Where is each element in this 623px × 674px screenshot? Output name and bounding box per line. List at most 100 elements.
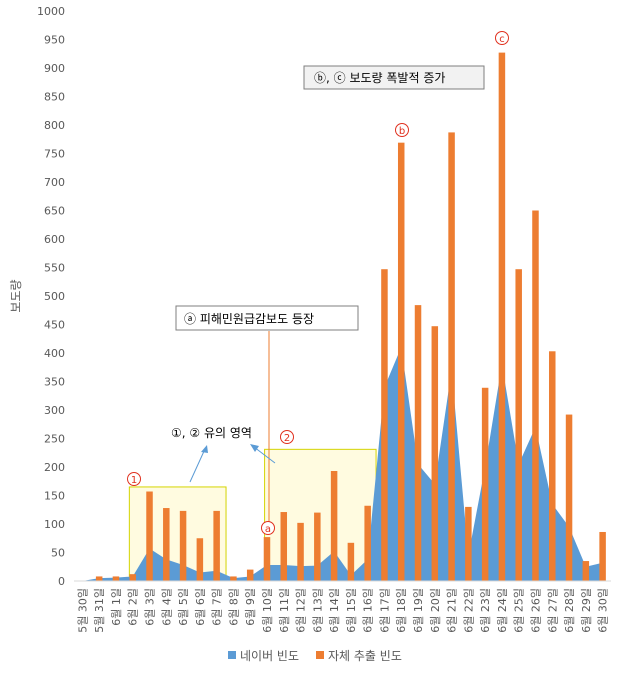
annotations: ⓑ, ⓒ 보도량 폭발적 증가 ⓐ 피해민원급감보도 등장 ①, ② 유의 영역… [127,31,509,535]
extracted-bar [280,512,288,581]
x-tick-label: 6월 4일 [159,588,173,626]
extracted-bar [414,305,422,581]
marker-a [261,521,275,535]
extracted-bar [230,576,237,581]
y-tick-label: 950 [44,34,65,47]
y-tick-label: 450 [44,319,65,332]
x-tick-label: 6월 1일 [109,588,123,626]
y-tick-label: 0 [58,575,65,588]
extracted-bar [196,538,204,581]
annotation-box-bc [303,65,485,90]
extracted-bar [565,414,573,581]
extracted-bar [515,269,522,581]
x-tick-label: 6월 14일 [327,588,341,633]
region-note-text: ①, ② 유의 영역 [171,426,252,440]
y-tick-label: 800 [44,119,65,132]
x-tick-label: 6월 22일 [461,588,475,633]
extracted-bar [431,326,439,581]
extracted-bar [297,522,304,581]
x-tick-label: 6월 7일 [210,588,224,626]
y-tick-label: 400 [44,347,65,360]
y-tick-label: 850 [44,91,65,104]
extracted-bar [582,561,590,581]
extracted-bar [465,506,472,581]
x-tick-label: 6월 21일 [445,588,459,633]
x-tick-label: 6월 11일 [277,588,291,633]
y-tick-label: 250 [44,433,65,446]
x-tick-label: 5월 30일 [75,588,89,633]
y-tick-label: 200 [44,461,65,474]
x-tick-label: 6월 28일 [562,588,576,633]
extracted-bar [498,52,506,582]
extracted-bar [129,574,136,581]
y-tick-label: 100 [44,518,65,531]
extracted-bar [549,351,556,581]
region-1-marker-text: 1 [131,475,137,486]
x-tick-label: 6월 24일 [495,588,509,633]
extracted-bar [397,142,405,582]
marker-b [395,123,409,137]
x-tick-label: 6월 6일 [193,588,207,626]
extracted-bar [112,576,120,581]
x-tick-label: 6월 9일 [243,588,257,626]
region-note-arrowhead-2 [250,444,259,452]
region-2-marker [280,430,294,444]
extracted-bar-series [95,52,606,582]
extracted-bar [95,576,103,581]
annotation-box-a-text: ⓐ 피해민원급감보도 등장 [184,312,314,326]
x-tick-label: 6월 2일 [126,588,140,626]
y-tick-label: 500 [44,290,65,303]
y-tick-label: 700 [44,176,65,189]
extracted-bar [246,569,254,581]
extracted-bar [448,132,455,581]
marker-b-text: b [399,126,405,137]
y-tick-label: 300 [44,404,65,417]
x-tick-label: 6월 27일 [545,588,559,633]
region-note-arrow-2 [253,446,276,464]
x-tick-label: 6월 12일 [294,588,308,633]
x-tick-label: 6월 13일 [310,588,324,633]
y-tick-label: 350 [44,376,65,389]
extracted-bar [263,537,271,581]
x-tick-label: 6월 3일 [143,588,157,626]
marker-a-text: a [265,524,271,535]
x-tick-label: 6월 10일 [260,588,274,633]
y-tick-label: 600 [44,233,65,246]
legend-swatch-extracted [316,651,324,659]
x-tick-label: 6월 30일 [596,588,610,633]
y-tick-label: 650 [44,205,65,218]
y-tick-label: 900 [44,62,65,75]
extracted-bar [179,510,187,581]
x-tick-label: 6월 23일 [478,588,492,633]
extracted-bar [213,510,220,581]
legend-swatch-naver [228,651,236,659]
x-tick-label: 6월 29일 [579,588,593,633]
x-tick-label: 6월 15일 [344,588,358,633]
y-tick-label: 1000 [37,5,65,18]
region-note-arrowhead-1 [201,445,208,453]
x-tick-label: 6월 26일 [528,588,542,633]
x-tick-label: 6월 16일 [361,588,375,633]
region-1-marker [127,472,141,486]
y-axis-title: 보도량 [9,279,23,312]
extracted-bar [314,512,321,581]
extracted-bar [532,210,539,581]
extracted-bar [146,491,153,581]
x-tick-label: 6월 19일 [411,588,425,633]
y-tick-label: 150 [44,490,65,503]
y-tick-label: 750 [44,148,65,161]
extracted-bar [599,531,606,581]
y-tick-label: 50 [51,547,65,560]
marker-c [495,31,509,45]
legend: 네이버 빈도 자체 추출 빈도 [228,649,402,663]
extracted-bar [330,470,338,581]
y-tick-label: 550 [44,262,65,275]
region-note-arrow-1 [189,448,206,483]
region-2-marker-text: 2 [284,433,290,444]
legend-label-naver: 네이버 빈도 [240,649,299,663]
x-tick-label: 6월 25일 [512,588,526,633]
extracted-bar [364,505,371,581]
x-tick-label: 6월 20일 [428,588,442,633]
x-tick-label: 6월 18일 [394,588,408,633]
